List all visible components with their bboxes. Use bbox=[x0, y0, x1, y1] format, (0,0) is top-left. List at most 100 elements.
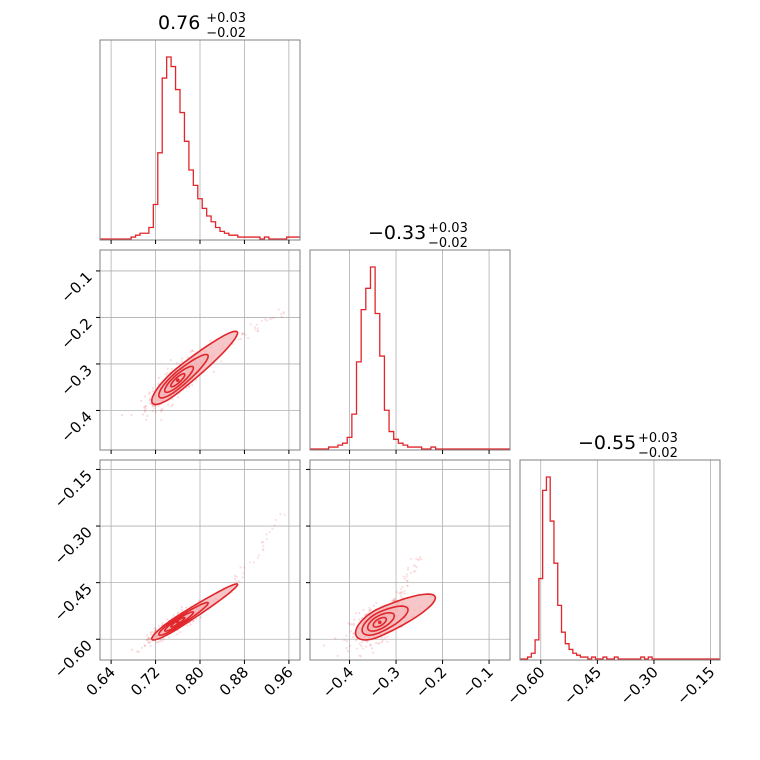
y-tick-label: −0.3 bbox=[57, 361, 95, 399]
sample-point bbox=[258, 554, 261, 557]
sample-point bbox=[345, 640, 348, 643]
sample-point bbox=[272, 316, 275, 319]
sample-point bbox=[238, 579, 241, 583]
sample-point bbox=[144, 410, 147, 413]
sample-point bbox=[406, 579, 409, 583]
panel-background bbox=[310, 460, 510, 660]
sample-point bbox=[405, 573, 409, 576]
sample-point bbox=[189, 623, 192, 626]
sample-point bbox=[364, 613, 367, 616]
y-tick-label: −0.2 bbox=[57, 315, 95, 353]
sample-point bbox=[175, 362, 178, 365]
sample-point bbox=[233, 577, 237, 581]
sample-point bbox=[400, 591, 403, 594]
sample-point bbox=[166, 367, 169, 370]
y-tick-label: −0.4 bbox=[57, 408, 95, 446]
sample-point bbox=[166, 618, 169, 621]
panel-title-upper: +0.03 bbox=[638, 431, 678, 446]
sample-point bbox=[158, 640, 161, 643]
sample-point bbox=[260, 541, 264, 544]
sample-point bbox=[362, 608, 365, 612]
sample-point bbox=[176, 633, 179, 636]
sample-point bbox=[375, 641, 378, 645]
sample-point bbox=[352, 622, 355, 625]
sample-point bbox=[154, 404, 157, 407]
sample-point bbox=[361, 641, 364, 644]
sample-point bbox=[170, 404, 173, 407]
sample-point bbox=[180, 605, 183, 609]
sample-point bbox=[348, 623, 351, 626]
sample-point bbox=[398, 591, 401, 595]
sample-point bbox=[166, 403, 170, 406]
sample-point bbox=[159, 638, 162, 641]
sample-point bbox=[220, 360, 223, 363]
sample-point bbox=[345, 634, 348, 637]
y-tick-label: −0.30 bbox=[51, 523, 96, 568]
sample-point bbox=[362, 647, 365, 650]
y-tick-label: −0.1 bbox=[57, 268, 95, 306]
sample-point bbox=[271, 527, 274, 530]
panel-background bbox=[310, 250, 510, 450]
sample-point bbox=[160, 408, 163, 411]
sample-point bbox=[417, 558, 421, 561]
sample-point bbox=[265, 319, 268, 322]
x-tick-label: −0.1 bbox=[458, 663, 496, 701]
contour-peak bbox=[377, 620, 382, 625]
histogram-line bbox=[310, 266, 510, 450]
sample-point bbox=[151, 405, 154, 408]
sample-point bbox=[241, 333, 244, 336]
sample-point bbox=[157, 641, 160, 644]
sample-point bbox=[191, 619, 195, 623]
sample-point bbox=[393, 598, 396, 601]
scatter-panel-2 bbox=[99, 459, 301, 667]
x-tick-label: 0.96 bbox=[260, 663, 296, 699]
sample-point bbox=[144, 404, 148, 408]
y-tick-label: −0.45 bbox=[51, 580, 96, 625]
sample-point bbox=[188, 386, 191, 389]
sample-point bbox=[212, 370, 215, 373]
sample-point bbox=[403, 592, 406, 595]
sample-point bbox=[146, 638, 149, 642]
sample-point bbox=[346, 650, 349, 653]
sample-point bbox=[249, 323, 252, 326]
sample-point bbox=[358, 612, 361, 615]
sample-point bbox=[232, 342, 235, 346]
sample-point bbox=[157, 382, 160, 385]
sample-point bbox=[257, 329, 260, 332]
sample-point bbox=[352, 636, 355, 639]
sample-point bbox=[235, 575, 238, 578]
sample-point bbox=[169, 359, 172, 362]
sample-point bbox=[256, 323, 259, 326]
sample-point bbox=[148, 398, 152, 401]
sample-point bbox=[414, 564, 417, 568]
sample-point bbox=[264, 318, 267, 321]
sample-point bbox=[391, 599, 394, 603]
sample-point bbox=[171, 398, 174, 401]
sample-point bbox=[147, 640, 150, 643]
sample-point bbox=[358, 642, 361, 645]
sample-point bbox=[262, 549, 265, 552]
sample-point bbox=[418, 556, 422, 559]
sample-point bbox=[248, 561, 251, 564]
sample-point bbox=[240, 333, 244, 336]
sample-point bbox=[195, 617, 198, 621]
sample-point bbox=[243, 566, 246, 569]
sample-point bbox=[186, 624, 189, 627]
hist-panel-1: 0.76 +0.03−0.02 bbox=[99, 11, 301, 241]
sample-point bbox=[268, 531, 271, 534]
sample-point bbox=[162, 638, 165, 641]
sample-point bbox=[143, 405, 147, 408]
sample-point bbox=[112, 665, 114, 667]
sample-point bbox=[181, 360, 184, 363]
sample-point bbox=[386, 635, 389, 638]
x-tick-label: 0.72 bbox=[127, 663, 163, 699]
sample-point bbox=[154, 627, 157, 630]
sample-point bbox=[149, 631, 152, 634]
panel-frame bbox=[309, 459, 511, 661]
panel-frame bbox=[519, 459, 721, 661]
sample-point bbox=[360, 644, 363, 647]
sample-point bbox=[152, 390, 155, 393]
x-tick-label: −0.60 bbox=[503, 663, 548, 708]
sample-point bbox=[147, 636, 150, 639]
